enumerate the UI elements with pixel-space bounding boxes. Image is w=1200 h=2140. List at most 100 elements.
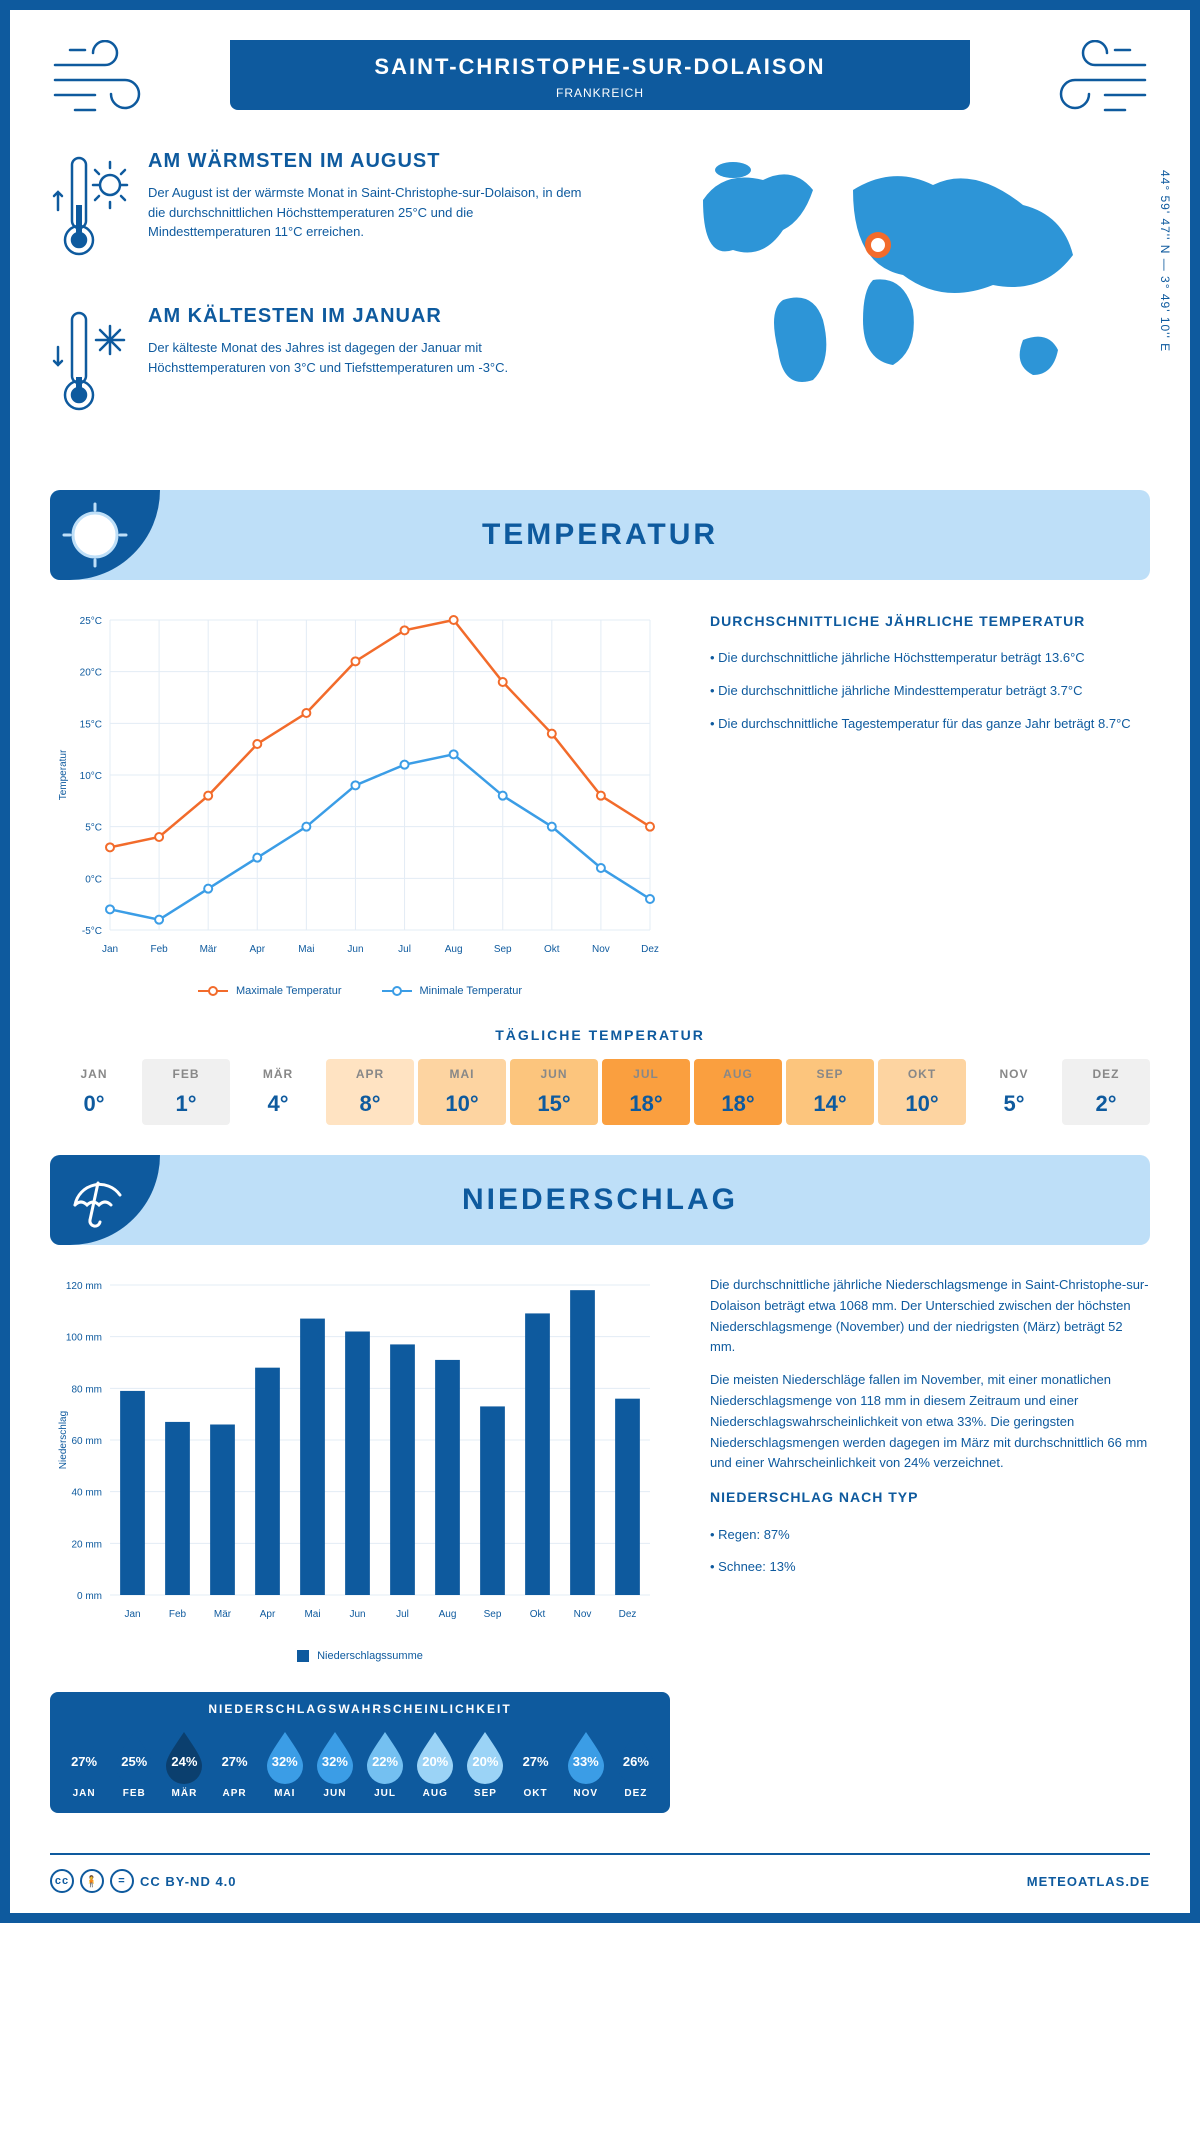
daily-temp-title: TÄGLICHE TEMPERATUR <box>50 1027 1150 1043</box>
temp-side-item: Die durchschnittliche jährliche Höchstte… <box>710 648 1150 669</box>
section-precipitation: NIEDERSCHLAG <box>50 1155 1150 1245</box>
warm-fact: AM WÄRMSTEN IM AUGUST Der August ist der… <box>50 150 585 275</box>
prob-drop: 24%MÄR <box>162 1728 206 1799</box>
warm-fact-title: AM WÄRMSTEN IM AUGUST <box>148 150 585 173</box>
prob-drop: 32%MAI <box>263 1728 307 1799</box>
cold-fact-title: AM KÄLTESTEN IM JANUAR <box>148 305 585 328</box>
daily-cell: JUL18° <box>602 1059 690 1125</box>
svg-text:20°C: 20°C <box>80 668 102 679</box>
temp-side-item: Die durchschnittliche jährliche Mindestt… <box>710 681 1150 702</box>
daily-cell: AUG18° <box>694 1059 782 1125</box>
daily-cell: MÄR4° <box>234 1059 322 1125</box>
prob-drop: 27%OKT <box>514 1728 558 1799</box>
section-title-precip: NIEDERSCHLAG <box>462 1183 738 1217</box>
wind-icon <box>1030 40 1150 120</box>
page-title: SAINT-CHRISTOPHE-SUR-DOLAISON <box>230 54 970 80</box>
prob-drop: 20%AUG <box>413 1728 457 1799</box>
svg-text:60 mm: 60 mm <box>71 1436 102 1447</box>
svg-text:-5°C: -5°C <box>82 926 102 937</box>
daily-temp-grid: JAN0°FEB1°MÄR4°APR8°MAI10°JUN15°JUL18°AU… <box>50 1059 1150 1125</box>
temperature-chart: -5°C0°C5°C10°C15°C20°C25°CJanFebMärAprMa… <box>50 610 670 997</box>
svg-text:Feb: Feb <box>150 944 168 955</box>
prob-drop: 27%JAN <box>62 1728 106 1799</box>
bytype-item: Regen: 87% <box>710 1525 1150 1546</box>
svg-text:Okt: Okt <box>544 944 560 955</box>
umbrella-icon <box>60 1165 130 1235</box>
daily-cell: JUN15° <box>510 1059 598 1125</box>
precipitation-chart: 0 mm20 mm40 mm60 mm80 mm100 mm120 mmNied… <box>50 1275 670 1813</box>
svg-text:Jun: Jun <box>347 944 363 955</box>
svg-text:Sep: Sep <box>484 1609 502 1620</box>
prob-drop: 22%JUL <box>363 1728 407 1799</box>
prob-drop: 25%FEB <box>112 1728 156 1799</box>
section-temperature: TEMPERATUR <box>50 490 1150 580</box>
page-subtitle: FRANKREICH <box>230 86 970 100</box>
svg-text:Mai: Mai <box>304 1609 320 1620</box>
svg-text:Aug: Aug <box>445 944 463 955</box>
legend-max: Maximale Temperatur <box>236 985 342 997</box>
precip-bytype-list: Regen: 87%Schnee: 13% <box>710 1525 1150 1579</box>
svg-text:80 mm: 80 mm <box>71 1384 102 1395</box>
daily-cell: NOV5° <box>970 1059 1058 1125</box>
daily-cell: OKT10° <box>878 1059 966 1125</box>
svg-text:0 mm: 0 mm <box>77 1591 102 1602</box>
daily-cell: SEP14° <box>786 1059 874 1125</box>
svg-text:Sep: Sep <box>494 944 512 955</box>
wind-icon <box>50 40 170 120</box>
legend-min: Minimale Temperatur <box>420 985 523 997</box>
svg-text:Niederschlag: Niederschlag <box>58 1411 69 1469</box>
svg-text:Mär: Mär <box>200 944 218 955</box>
svg-text:25°C: 25°C <box>80 616 102 627</box>
svg-text:Mai: Mai <box>298 944 314 955</box>
svg-text:Nov: Nov <box>574 1609 592 1620</box>
precip-probability-box: NIEDERSCHLAGSWAHRSCHEINLICHKEIT 27%JAN25… <box>50 1692 670 1813</box>
footer: cc 🧍 = CC BY-ND 4.0 METEOATLAS.DE <box>50 1853 1150 1893</box>
warm-fact-text: Der August ist der wärmste Monat in Sain… <box>148 183 585 242</box>
svg-text:Apr: Apr <box>260 1609 276 1620</box>
svg-text:Apr: Apr <box>249 944 265 955</box>
svg-text:Aug: Aug <box>439 1609 457 1620</box>
svg-text:Feb: Feb <box>169 1609 187 1620</box>
svg-text:Jul: Jul <box>398 944 411 955</box>
prob-title: NIEDERSCHLAGSWAHRSCHEINLICHKEIT <box>62 1702 658 1716</box>
precip-bytype-title: NIEDERSCHLAG NACH TYP <box>710 1486 1150 1508</box>
svg-text:Jun: Jun <box>349 1609 365 1620</box>
daily-cell: MAI10° <box>418 1059 506 1125</box>
prob-drop: 32%JUN <box>313 1728 357 1799</box>
by-icon: 🧍 <box>80 1869 104 1893</box>
cc-icon: cc <box>50 1869 74 1893</box>
svg-text:0°C: 0°C <box>85 874 102 885</box>
daily-cell: JAN0° <box>50 1059 138 1125</box>
header-banner: SAINT-CHRISTOPHE-SUR-DOLAISON FRANKREICH <box>230 40 970 110</box>
daily-cell: DEZ2° <box>1062 1059 1150 1125</box>
site-name: METEOATLAS.DE <box>1027 1874 1150 1889</box>
svg-text:120 mm: 120 mm <box>66 1281 102 1292</box>
coordinates: 44° 59' 47'' N — 3° 49' 10'' E <box>1158 170 1172 352</box>
section-title-temperature: TEMPERATUR <box>482 518 718 552</box>
prob-drop: 20%SEP <box>463 1728 507 1799</box>
prob-drop: 27%APR <box>213 1728 257 1799</box>
svg-text:100 mm: 100 mm <box>66 1333 102 1344</box>
svg-text:Jul: Jul <box>396 1609 409 1620</box>
svg-text:Temperatur: Temperatur <box>58 749 69 800</box>
license-text: CC BY-ND 4.0 <box>140 1874 237 1889</box>
svg-text:Dez: Dez <box>641 944 659 955</box>
sun-icon <box>60 500 130 570</box>
svg-text:40 mm: 40 mm <box>71 1488 102 1499</box>
prob-drop: 33%NOV <box>564 1728 608 1799</box>
daily-cell: FEB1° <box>142 1059 230 1125</box>
svg-text:Mär: Mär <box>214 1609 232 1620</box>
svg-text:Okt: Okt <box>530 1609 546 1620</box>
temp-side-item: Die durchschnittliche Tagestemperatur fü… <box>710 714 1150 735</box>
cold-fact-text: Der kälteste Monat des Jahres ist dagege… <box>148 338 585 377</box>
nd-icon: = <box>110 1869 134 1893</box>
precip-para-1: Die durchschnittliche jährliche Niedersc… <box>710 1275 1150 1358</box>
temp-side-list: Die durchschnittliche jährliche Höchstte… <box>710 648 1150 734</box>
svg-text:Jan: Jan <box>124 1609 140 1620</box>
prob-drop: 26%DEZ <box>614 1728 658 1799</box>
legend-precip: Niederschlagssumme <box>317 1650 423 1662</box>
world-map-icon <box>673 150 1093 410</box>
cold-fact: AM KÄLTESTEN IM JANUAR Der kälteste Mona… <box>50 305 585 430</box>
precip-para-2: Die meisten Niederschläge fallen im Nove… <box>710 1370 1150 1474</box>
temp-side-title: DURCHSCHNITTLICHE JÄHRLICHE TEMPERATUR <box>710 610 1150 632</box>
